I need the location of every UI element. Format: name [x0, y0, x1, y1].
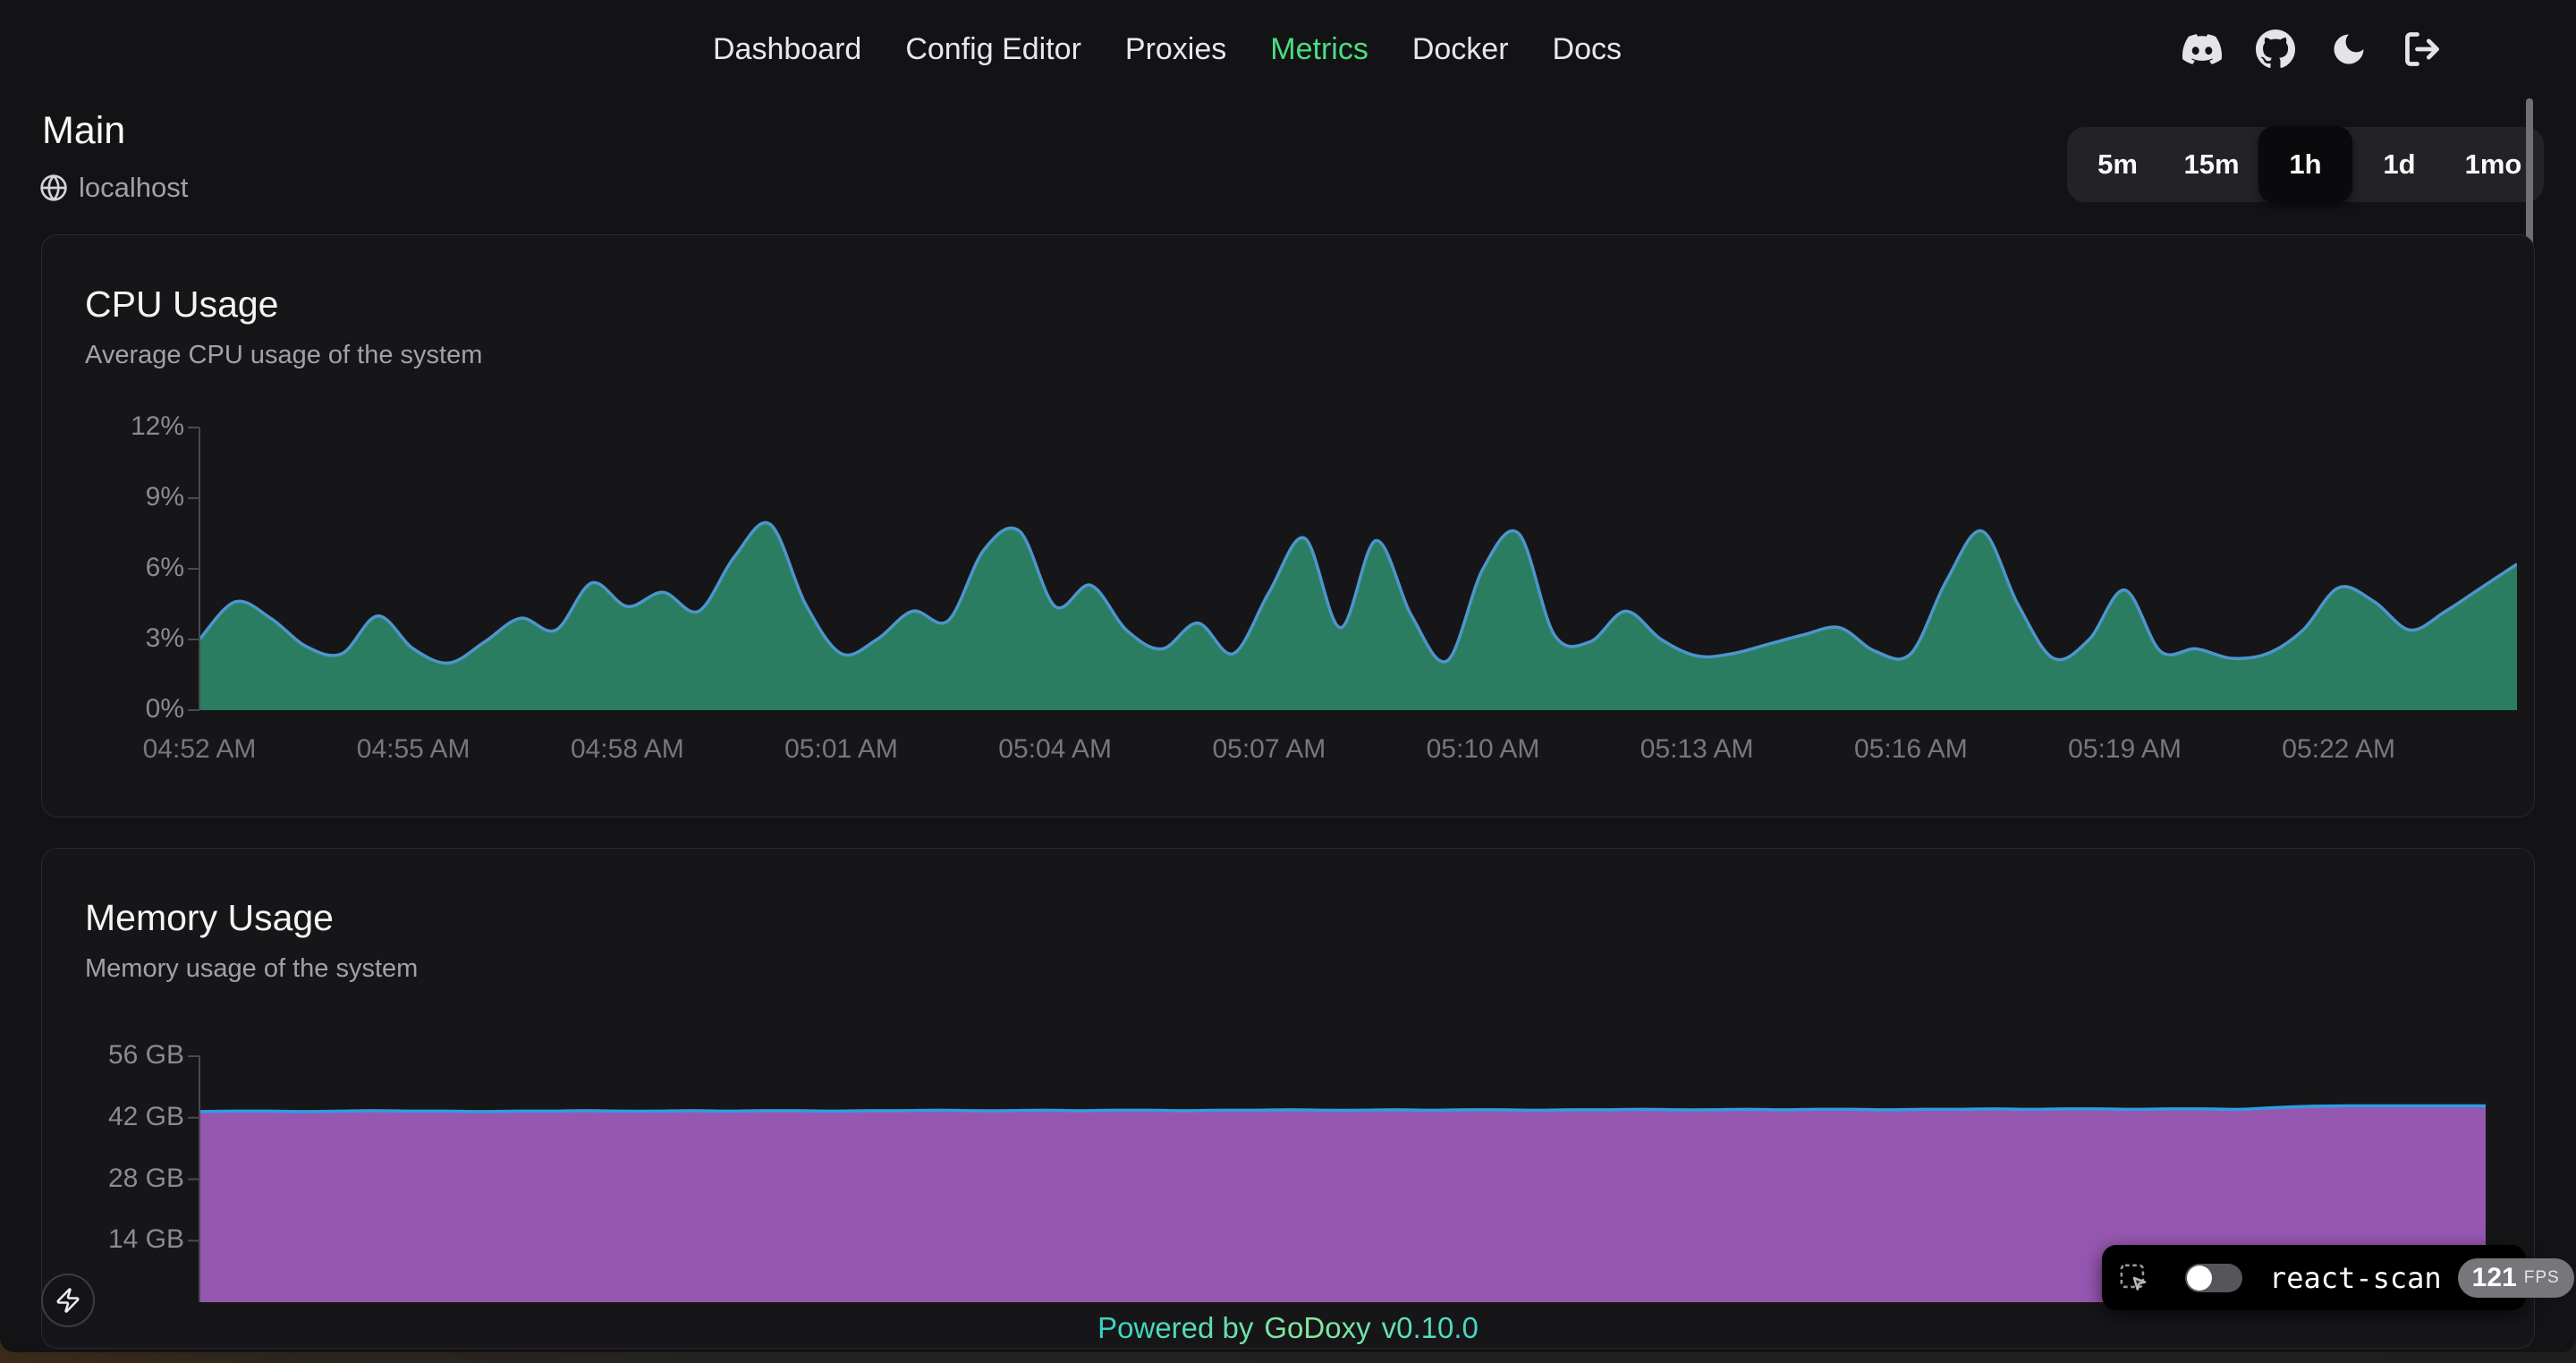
- cpu-x-tick-label: 05:01 AM: [784, 734, 898, 764]
- footer: Powered by GoDoxy v0.10.0: [0, 1311, 2576, 1345]
- logout-icon[interactable]: [2402, 30, 2442, 69]
- host-row: localhost: [39, 172, 188, 204]
- cpu-y-tick-label: 3%: [145, 623, 184, 653]
- memory-y-tick-label: 42 GB: [107, 1101, 184, 1131]
- cpu-x-tick-label: 05:19 AM: [2068, 734, 2182, 764]
- fps-value: 121: [2471, 1262, 2517, 1292]
- cpu-x-tick-label: 05:16 AM: [1853, 734, 1968, 764]
- host-label: localhost: [79, 172, 189, 203]
- fps-unit: FPS: [2523, 1267, 2560, 1287]
- cpu-usage-chart: 0% 3% 6% 9% 12% 04:52 AM 04:55 AM 04:58 AM 05:01…: [42, 235, 2534, 817]
- nav-item-docs[interactable]: Docs: [1552, 31, 1622, 66]
- cpu-card-title: CPU Usage: [85, 284, 279, 325]
- discord-icon[interactable]: [2182, 30, 2222, 69]
- nav-item-metrics[interactable]: Metrics: [1270, 31, 1368, 66]
- powered-by-text: Powered by GoDoxy v0.10.0: [1092, 1311, 1484, 1344]
- scrollbar-thumb[interactable]: [2526, 98, 2533, 261]
- time-range-1d[interactable]: 1d: [2383, 148, 2416, 180]
- footer-brand-link[interactable]: GoDoxy: [1264, 1311, 1371, 1344]
- cpu-x-tick-label: 05:22 AM: [2282, 734, 2396, 764]
- cpu-y-tick-label: 12%: [130, 411, 184, 441]
- footer-powered-by: Powered by: [1097, 1311, 1254, 1344]
- cpu-card-subtitle: Average CPU usage of the system: [85, 341, 483, 369]
- cpu-x-tick-label: 05:10 AM: [1426, 734, 1540, 764]
- cpu-x-tick-label: 04:58 AM: [570, 734, 684, 764]
- nav-item-proxies[interactable]: Proxies: [1124, 31, 1227, 66]
- time-range-1h[interactable]: 1h: [2258, 126, 2352, 203]
- nav-item-docker[interactable]: Docker: [1411, 31, 1509, 66]
- memory-card-subtitle: Memory usage of the system: [85, 954, 419, 983]
- fps-badge: 121 FPS: [2457, 1257, 2574, 1298]
- time-range-picker: 5m 15m 1h 1d 1mo: [2067, 126, 2544, 203]
- time-range-15m[interactable]: 15m: [2183, 148, 2240, 180]
- memory-y-tick-label: 56 GB: [107, 1040, 184, 1070]
- cpu-x-tick-label: 04:52 AM: [142, 734, 257, 764]
- cpu-x-tick-label: 05:07 AM: [1212, 734, 1326, 764]
- react-scan-widget: react-scan 121 FPS: [2102, 1245, 2574, 1310]
- memory-y-tick-label: 14 GB: [107, 1224, 184, 1255]
- memory-usage-chart: 14 GB 28 GB 42 GB 56 GB: [42, 849, 2534, 1348]
- footer-version: v0.10.0: [1381, 1311, 1479, 1344]
- top-navigation-bar: Dashboard Config Editor Proxies Metrics Dock…: [0, 0, 2576, 98]
- memory-chart-canvas: [188, 1055, 2486, 1302]
- memory-y-tick-label: 28 GB: [107, 1163, 184, 1193]
- cpu-x-tick-label: 05:04 AM: [998, 734, 1113, 764]
- cpu-y-tick-label: 0%: [145, 694, 184, 724]
- time-range-1mo[interactable]: 1mo: [2464, 148, 2522, 180]
- lightning-icon: [56, 1288, 80, 1313]
- cpu-usage-card: CPU Usage Average CPU usage of the syste…: [41, 234, 2535, 817]
- toggle-knob: [2187, 1265, 2212, 1291]
- dev-tools-button[interactable]: [41, 1274, 95, 1327]
- top-icon-group: [2182, 0, 2442, 98]
- moon-theme-icon[interactable]: [2329, 30, 2368, 69]
- page-title: Main: [42, 109, 126, 152]
- memory-card-title: Memory Usage: [85, 897, 334, 938]
- nav-item-dashboard[interactable]: Dashboard: [713, 31, 862, 66]
- nav-item-config-editor[interactable]: Config Editor: [905, 31, 1081, 66]
- github-icon[interactable]: [2256, 30, 2295, 69]
- main-nav: Dashboard Config Editor Proxies Metrics Dock…: [713, 0, 1622, 98]
- cpu-chart-canvas: [188, 427, 2517, 711]
- react-scan-label: react-scan: [2269, 1260, 2442, 1295]
- inspect-element-icon[interactable]: [2119, 1263, 2149, 1293]
- cpu-y-tick-label: 6%: [145, 553, 184, 582]
- cpu-x-tick-label: 04:55 AM: [356, 734, 470, 764]
- cpu-y-tick-label: 9%: [145, 482, 184, 512]
- cpu-x-tick-label: 05:13 AM: [1640, 734, 1754, 764]
- globe-icon: [40, 174, 67, 201]
- react-scan-toggle[interactable]: [2185, 1263, 2242, 1292]
- time-range-5m[interactable]: 5m: [2097, 148, 2138, 180]
